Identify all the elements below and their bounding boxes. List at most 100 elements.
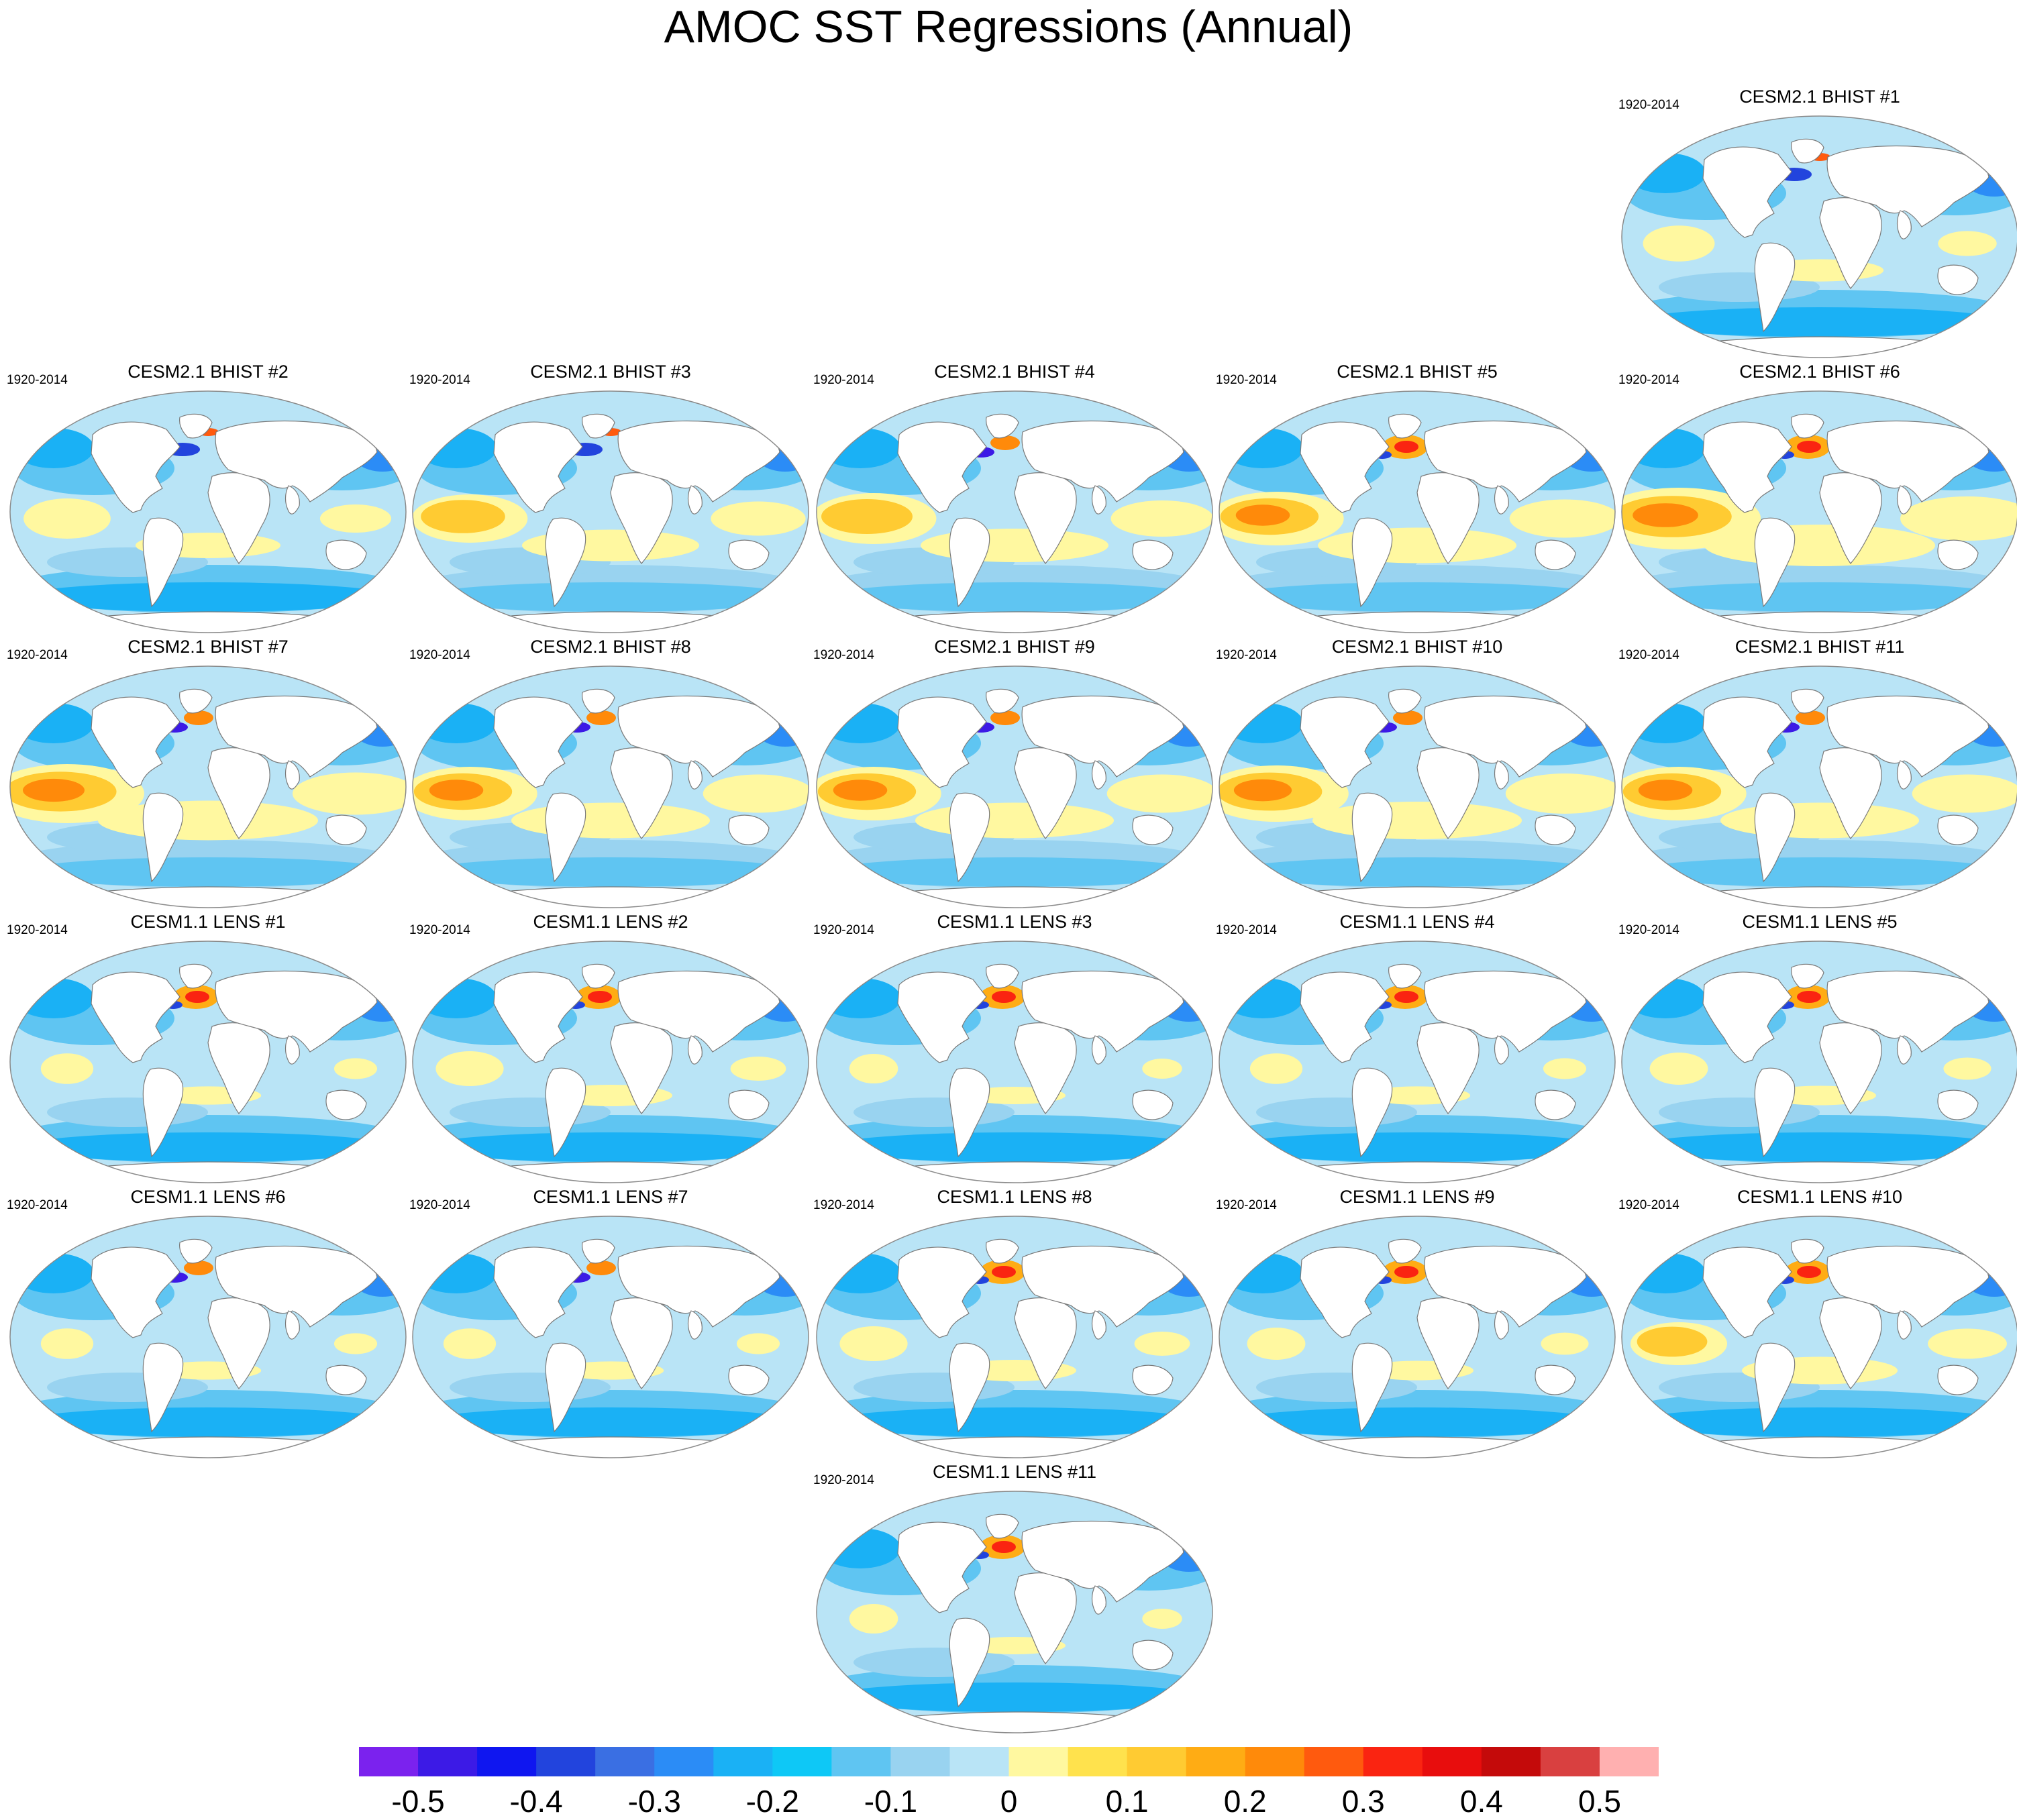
panel-title: CESM1.1 LENS #11 bbox=[932, 1462, 1097, 1482]
map-panel: CESM1.1 LENS #5 1920-2014 bbox=[1618, 911, 2017, 1186]
land-africa bbox=[1416, 747, 1480, 839]
warm-anomaly bbox=[1912, 774, 2017, 813]
sst-map bbox=[816, 390, 1213, 633]
land-south-america bbox=[1754, 517, 1796, 608]
colorbar-box bbox=[418, 1747, 478, 1776]
sst-map bbox=[412, 390, 809, 633]
land-north-america bbox=[493, 421, 583, 513]
globe-outline bbox=[412, 665, 809, 908]
north-atlantic-warm bbox=[184, 1261, 213, 1275]
land-india bbox=[687, 485, 703, 515]
land-north-america bbox=[1702, 971, 1792, 1063]
warm-anomaly bbox=[736, 1333, 780, 1354]
land-greenland bbox=[986, 963, 1019, 989]
colorbar-box bbox=[359, 1747, 419, 1776]
colorbar-box bbox=[831, 1747, 891, 1776]
warm-anomaly bbox=[292, 772, 406, 815]
land-india bbox=[1091, 485, 1106, 515]
panel-title: CESM2.1 BHIST #8 bbox=[530, 637, 691, 657]
panel-period-label: 1920-2014 bbox=[813, 373, 874, 387]
colorbar-tick-label: -0.2 bbox=[745, 1784, 799, 1819]
warm-anomaly bbox=[1643, 225, 1715, 262]
warm-anomaly bbox=[435, 1051, 504, 1086]
globe-outline bbox=[412, 941, 809, 1183]
colorbar-box bbox=[772, 1747, 832, 1776]
warm-anomaly bbox=[1638, 780, 1693, 801]
land-greenland bbox=[582, 963, 615, 989]
colorbar-box bbox=[1186, 1747, 1246, 1776]
cold-anomaly bbox=[827, 1682, 1202, 1712]
land-eurasia bbox=[1424, 695, 1587, 778]
colorbar-tick-label: -0.5 bbox=[391, 1784, 445, 1819]
panel-title: CESM2.1 BHIST #3 bbox=[530, 362, 691, 382]
colorbar-box bbox=[1540, 1747, 1600, 1776]
land-india bbox=[687, 1310, 703, 1340]
globe-outline bbox=[1621, 1216, 2017, 1458]
globe-outline bbox=[9, 941, 407, 1183]
colorbar-box bbox=[477, 1747, 537, 1776]
globe-outline bbox=[816, 1491, 1213, 1733]
land-india bbox=[1896, 1035, 1912, 1065]
panel-period-label: 1920-2014 bbox=[7, 648, 68, 662]
cold-anomaly bbox=[1229, 1132, 1605, 1162]
land-south-america bbox=[545, 1067, 586, 1158]
warm-anomaly bbox=[1142, 1609, 1182, 1629]
warm-anomaly bbox=[23, 778, 85, 802]
globe-outline bbox=[816, 390, 1213, 633]
north-atlantic-core bbox=[1394, 991, 1418, 1003]
cold-anomaly bbox=[827, 857, 1202, 887]
land-greenland bbox=[1791, 413, 1824, 439]
globe-outline bbox=[816, 665, 1213, 908]
map-panel: CESM1.1 LENS #4 1920-2014 bbox=[1216, 911, 1618, 1186]
cold-anomaly bbox=[1229, 857, 1605, 887]
land-north-america bbox=[897, 971, 987, 1063]
cold-anomaly bbox=[416, 978, 497, 1018]
land-south-america bbox=[949, 1617, 990, 1708]
colorbar-tick-label: -0.4 bbox=[509, 1784, 563, 1819]
sst-map bbox=[9, 390, 407, 633]
cold-anomaly bbox=[1223, 428, 1303, 468]
north-atlantic-warm bbox=[586, 710, 616, 725]
warm-anomaly bbox=[833, 780, 888, 801]
warm-anomaly bbox=[1505, 773, 1615, 814]
land-india bbox=[1091, 760, 1106, 790]
cold-anomaly bbox=[1625, 153, 1706, 193]
cold-anomaly bbox=[827, 1132, 1202, 1162]
sst-map bbox=[1219, 390, 1616, 633]
land-australia bbox=[1937, 264, 1979, 295]
panel-period-label: 1920-2014 bbox=[1216, 1198, 1277, 1212]
land-africa bbox=[207, 1022, 270, 1114]
colorbar-tick-label: 0 bbox=[1000, 1784, 1018, 1819]
warm-anomaly bbox=[1235, 504, 1290, 526]
warm-anomaly bbox=[23, 498, 111, 539]
globe-outline bbox=[1219, 390, 1616, 633]
land-africa bbox=[207, 747, 270, 839]
sst-map bbox=[816, 665, 1213, 908]
land-australia bbox=[1937, 539, 1979, 570]
land-australia bbox=[1535, 1364, 1576, 1395]
land-eurasia bbox=[1424, 970, 1587, 1053]
north-atlantic-core bbox=[992, 1266, 1016, 1278]
globe-outline bbox=[1621, 665, 2017, 908]
land-greenland bbox=[1791, 138, 1824, 164]
cold-anomaly bbox=[423, 582, 798, 612]
land-eurasia bbox=[1021, 1245, 1184, 1328]
sst-map bbox=[1219, 941, 1616, 1183]
map-panel: CESM1.1 LENS #2 1920-2014 bbox=[409, 911, 812, 1186]
land-africa bbox=[1819, 747, 1882, 839]
map-panel: CESM1.1 LENS #7 1920-2014 bbox=[409, 1186, 812, 1461]
globe-outline bbox=[9, 665, 407, 908]
cold-anomaly bbox=[423, 1407, 798, 1437]
land-africa bbox=[1416, 1022, 1480, 1114]
warm-anomaly bbox=[1509, 499, 1615, 538]
sst-map bbox=[1621, 665, 2017, 908]
panel-title: CESM2.1 BHIST #6 bbox=[1739, 362, 1900, 382]
warm-anomaly bbox=[915, 802, 1114, 839]
map-panel: CESM2.1 BHIST #11 1920-2014 bbox=[1618, 636, 2017, 911]
sst-map bbox=[1621, 115, 2017, 358]
panel-title: CESM1.1 LENS #4 bbox=[1339, 912, 1495, 932]
warm-anomaly bbox=[730, 1057, 786, 1081]
panel-period-label: 1920-2014 bbox=[1618, 373, 1679, 387]
warm-anomaly bbox=[821, 499, 913, 534]
land-north-america bbox=[493, 1246, 583, 1338]
